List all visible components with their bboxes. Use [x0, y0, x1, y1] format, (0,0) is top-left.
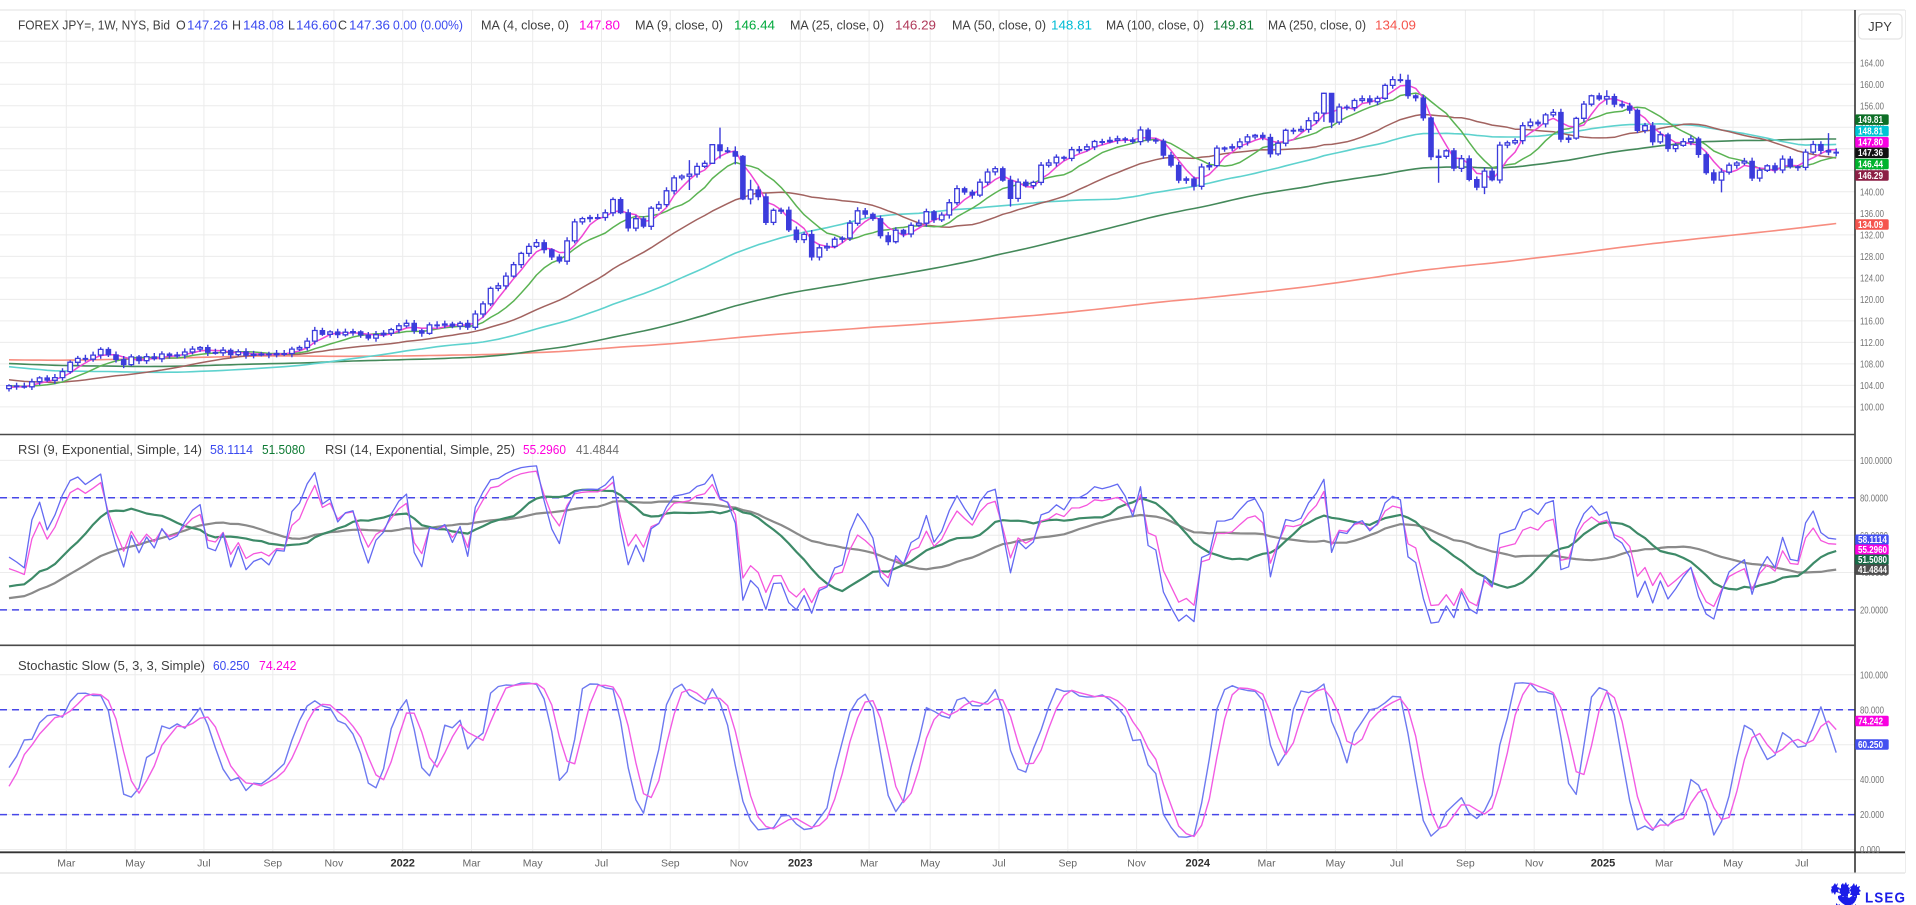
svg-text:51.5080: 51.5080: [1858, 555, 1887, 566]
svg-text:146.60: 146.60: [296, 18, 337, 32]
svg-text:May: May: [1325, 858, 1346, 870]
svg-text:41.4844: 41.4844: [1858, 565, 1887, 576]
svg-text:134.09: 134.09: [1375, 18, 1416, 32]
svg-text:80.000: 80.000: [1860, 705, 1884, 716]
svg-text:80.0000: 80.0000: [1860, 493, 1888, 504]
svg-text:134.09: 134.09: [1858, 220, 1883, 231]
svg-text:Nov: Nov: [730, 858, 749, 870]
svg-text:140.00: 140.00: [1860, 187, 1884, 198]
svg-text:20.0000: 20.0000: [1860, 606, 1888, 617]
svg-text:146.44: 146.44: [1858, 159, 1883, 170]
svg-text:146.29: 146.29: [1858, 171, 1883, 182]
svg-text:20.000: 20.000: [1860, 810, 1884, 821]
svg-text:2024: 2024: [1186, 858, 1211, 870]
svg-text:Sep: Sep: [1058, 858, 1077, 870]
svg-text:146.29: 146.29: [895, 18, 936, 32]
svg-text:40.000: 40.000: [1860, 775, 1884, 786]
svg-text:MA (9, close, 0): MA (9, close, 0): [635, 18, 723, 32]
svg-text:Jul: Jul: [1390, 858, 1403, 870]
svg-text:Sep: Sep: [263, 858, 282, 870]
svg-text:147.80: 147.80: [579, 18, 620, 32]
svg-text:146.44: 146.44: [734, 18, 775, 32]
svg-text:164.00: 164.00: [1860, 58, 1884, 69]
svg-text:2023: 2023: [788, 858, 812, 870]
svg-text:58.1114: 58.1114: [210, 443, 253, 457]
svg-text:Mar: Mar: [860, 858, 879, 870]
svg-text:Mar: Mar: [1655, 858, 1674, 870]
svg-text:MA (4, close, 0): MA (4, close, 0): [481, 18, 569, 32]
svg-text:Jul: Jul: [595, 858, 608, 870]
svg-text:RSI (9, Exponential, Simple, 1: RSI (9, Exponential, Simple, 14): [18, 443, 202, 457]
svg-text:MA (25, close, 0): MA (25, close, 0): [790, 18, 884, 32]
svg-text:MA (250, close, 0): MA (250, close, 0): [1268, 18, 1366, 32]
svg-text:156.00: 156.00: [1860, 101, 1884, 112]
svg-text:Sep: Sep: [661, 858, 680, 870]
svg-text:Jul: Jul: [197, 858, 210, 870]
svg-text:132.00: 132.00: [1860, 231, 1884, 242]
svg-text:O: O: [176, 18, 186, 32]
svg-text:148.08: 148.08: [243, 18, 284, 32]
svg-text:148.81: 148.81: [1858, 127, 1883, 138]
svg-text:112.00: 112.00: [1860, 338, 1884, 349]
svg-text:58.1114: 58.1114: [1858, 535, 1887, 546]
svg-text:May: May: [125, 858, 146, 870]
svg-text:149.81: 149.81: [1858, 115, 1883, 126]
svg-text:74.242: 74.242: [1858, 716, 1883, 727]
svg-text:148.81: 148.81: [1051, 18, 1092, 32]
svg-text:2022: 2022: [390, 858, 414, 870]
svg-text:116.00: 116.00: [1860, 317, 1884, 328]
svg-text:104.00: 104.00: [1860, 381, 1884, 392]
svg-text:Nov: Nov: [325, 858, 344, 870]
svg-text:0.00 (0.00%): 0.00 (0.00%): [393, 18, 463, 32]
svg-text:2025: 2025: [1591, 858, 1615, 870]
svg-text:55.2960: 55.2960: [1858, 545, 1887, 556]
svg-text:74.242: 74.242: [259, 659, 297, 673]
svg-text:Mar: Mar: [57, 858, 76, 870]
svg-text:Nov: Nov: [1525, 858, 1544, 870]
svg-text:Mar: Mar: [462, 858, 481, 870]
svg-text:60.250: 60.250: [1858, 740, 1883, 751]
svg-text:147.26: 147.26: [187, 18, 228, 32]
svg-text:Stochastic Slow (5, 3, 3, Simp: Stochastic Slow (5, 3, 3, Simple): [18, 659, 205, 673]
svg-text:Jul: Jul: [1795, 858, 1808, 870]
svg-text:Jul: Jul: [992, 858, 1005, 870]
svg-text:RSI (14, Exponential, Simple,: RSI (14, Exponential, Simple, 25): [325, 443, 515, 457]
svg-text:LSEG: LSEG: [1865, 890, 1906, 905]
svg-text:147.80: 147.80: [1858, 138, 1883, 149]
svg-text:L: L: [288, 18, 295, 32]
svg-text:41.4844: 41.4844: [576, 443, 619, 457]
svg-text:FOREX JPY=, 1W, NYS, Bid: FOREX JPY=, 1W, NYS, Bid: [18, 18, 170, 32]
svg-text:JPY: JPY: [1868, 19, 1892, 34]
svg-text:120.00: 120.00: [1860, 295, 1884, 306]
svg-text:May: May: [523, 858, 544, 870]
svg-text:136.00: 136.00: [1860, 209, 1884, 220]
svg-text:C: C: [338, 18, 347, 32]
svg-text:Nov: Nov: [1127, 858, 1146, 870]
svg-text:May: May: [1723, 858, 1744, 870]
svg-text:100.00: 100.00: [1860, 403, 1884, 414]
svg-text:147.36: 147.36: [349, 18, 390, 32]
svg-text:147.36: 147.36: [1858, 148, 1883, 159]
svg-text:MA (100, close, 0): MA (100, close, 0): [1106, 18, 1204, 32]
svg-text:60.250: 60.250: [213, 659, 250, 673]
svg-text:51.5080: 51.5080: [262, 443, 305, 457]
svg-text:108.00: 108.00: [1860, 360, 1884, 371]
svg-text:Mar: Mar: [1258, 858, 1277, 870]
svg-text:124.00: 124.00: [1860, 274, 1884, 285]
svg-text:100.0000: 100.0000: [1860, 456, 1892, 467]
svg-text:149.81: 149.81: [1213, 18, 1254, 32]
svg-text:0.000: 0.000: [1860, 845, 1880, 856]
svg-text:100.000: 100.000: [1860, 670, 1888, 681]
svg-text:MA (50, close, 0): MA (50, close, 0): [952, 18, 1046, 32]
svg-text:Sep: Sep: [1456, 858, 1475, 870]
svg-text:55.2960: 55.2960: [523, 443, 566, 457]
svg-text:May: May: [920, 858, 941, 870]
svg-text:H: H: [232, 18, 241, 32]
svg-text:160.00: 160.00: [1860, 80, 1884, 91]
svg-text:128.00: 128.00: [1860, 252, 1884, 263]
